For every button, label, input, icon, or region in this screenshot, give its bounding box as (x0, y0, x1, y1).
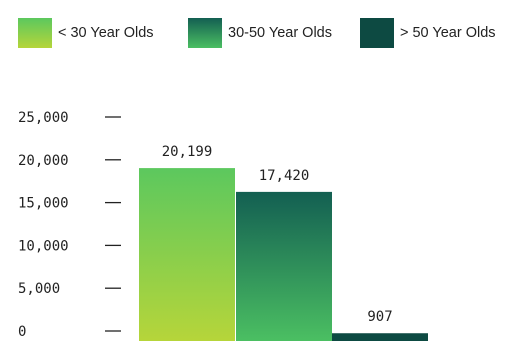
legend-swatch-over-50 (360, 18, 394, 48)
y-tick-label: 25,000 (18, 110, 69, 126)
legend-swatch-30-50 (188, 18, 222, 48)
bar-under-30 (139, 168, 235, 341)
y-tick-label: 15,000 (18, 196, 69, 212)
legend-label-30-50: 30-50 Year Olds (228, 25, 332, 41)
bar-value-label: 907 (367, 309, 392, 325)
legend: < 30 Year Olds 30-50 Year Olds > 50 Year… (18, 18, 518, 48)
bar-value-label: 20,199 (162, 144, 213, 160)
bar-value-label: 17,420 (259, 168, 310, 184)
y-tick-label: 5,000 (18, 281, 60, 297)
legend-label-under-30: < 30 Year Olds (58, 25, 154, 41)
bar-over-50 (332, 333, 428, 341)
y-tick-label: 20,000 (18, 153, 69, 169)
bar-30-50 (236, 191, 332, 341)
y-tick-label: 0 (18, 324, 26, 340)
legend-label-over-50: > 50 Year Olds (400, 25, 496, 41)
y-tick-label: 10,000 (18, 238, 69, 254)
legend-swatch-under-30 (18, 18, 52, 48)
